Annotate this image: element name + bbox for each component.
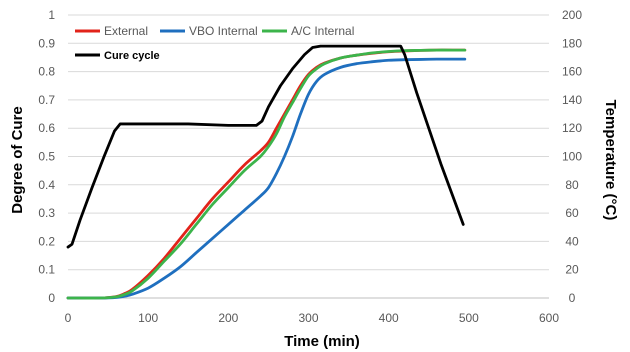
- series-lines: [66, 44, 467, 300]
- y-tick-label: 0.1: [38, 263, 55, 277]
- series-line-a-c-internal: [66, 48, 467, 300]
- legend-label-external: External: [104, 24, 148, 38]
- x-axis-ticks: 0 100 200 300 400 500 600: [65, 311, 560, 325]
- legend-label-a-c-internal: A/C Internal: [291, 24, 354, 38]
- gridlines: [68, 14, 549, 299]
- y-tick-label: 0.4: [38, 178, 55, 192]
- x-axis-title: Time (min): [284, 333, 360, 350]
- y2-tick-label: 0: [569, 291, 576, 305]
- x-tick-label: 600: [539, 311, 559, 325]
- legend-label-cure-cycle: Cure cycle: [104, 50, 160, 62]
- y2-tick-label: 140: [562, 93, 582, 107]
- x-tick-label: 500: [459, 311, 479, 325]
- y-tick-label: 0.9: [38, 36, 55, 50]
- legend: External VBO Internal A/C Internal Cure cyc…: [75, 24, 354, 62]
- y2-tick-label: 200: [562, 8, 582, 22]
- y2-axis-title: Temperature (°C): [602, 100, 619, 221]
- y-tick-label: 0: [48, 291, 55, 305]
- legend-label-vbo-internal: VBO Internal: [189, 24, 258, 38]
- y-tick-label: 0.2: [38, 234, 55, 248]
- y2-tick-label: 120: [562, 121, 582, 135]
- y2-tick-label: 100: [562, 150, 582, 164]
- x-tick-label: 400: [379, 311, 399, 325]
- y2-tick-label: 60: [565, 206, 579, 220]
- x-tick-label: 300: [298, 311, 318, 325]
- x-tick-label: 100: [138, 311, 158, 325]
- series-line-vbo-internal: [66, 57, 467, 300]
- y-axis-title: Degree of Cure: [9, 106, 26, 214]
- series-line-external: [66, 48, 467, 300]
- y2-axis-ticks: 0 20 40 60 80 100 120 140 160 180 200: [562, 8, 582, 305]
- x-tick-label: 200: [218, 311, 238, 325]
- series-line-cure-cycle: [66, 44, 465, 249]
- y-tick-label: 1: [48, 8, 55, 22]
- y2-tick-label: 180: [562, 36, 582, 50]
- y-tick-label: 0.8: [38, 65, 55, 79]
- y2-tick-label: 40: [565, 234, 579, 248]
- y-axis-ticks: 0 0.1 0.2 0.3 0.4 0.5 0.6 0.7 0.8 0.9 1: [38, 8, 55, 305]
- y-tick-label: 0.7: [38, 93, 55, 107]
- y2-tick-label: 20: [565, 263, 579, 277]
- y2-tick-label: 160: [562, 65, 582, 79]
- y2-tick-label: 80: [565, 178, 579, 192]
- y-tick-label: 0.5: [38, 150, 55, 164]
- y-tick-label: 0.6: [38, 121, 55, 135]
- y-tick-label: 0.3: [38, 206, 55, 220]
- x-tick-label: 0: [65, 311, 72, 325]
